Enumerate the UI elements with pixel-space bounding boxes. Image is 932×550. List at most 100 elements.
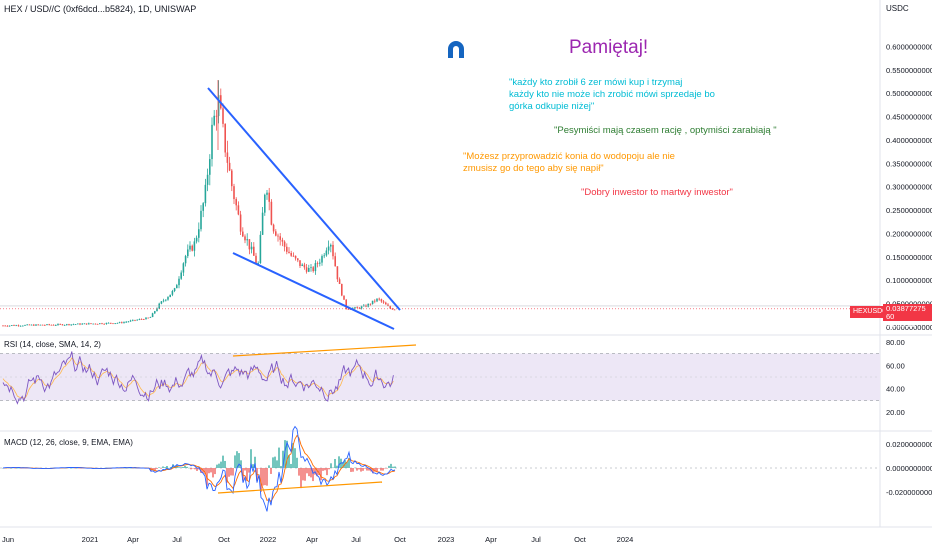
rsi-line [2, 351, 394, 405]
price-axis-tick: 0.4500000000 [886, 113, 932, 122]
macd-histogram-bar [264, 468, 266, 486]
candle-body [189, 245, 191, 250]
macd-histogram-bar [166, 466, 168, 468]
price-axis-tick: 0.6000000000 [886, 42, 932, 51]
time-axis-tick: 2021 [82, 535, 99, 544]
macd-histogram-bar [14, 468, 16, 469]
candle-body [88, 323, 90, 325]
macd-histogram-bar [360, 468, 362, 472]
price-axis-tick: 0.1000000000 [886, 276, 932, 285]
candle-body [28, 324, 31, 326]
candle-body [343, 295, 345, 300]
candle-body [132, 319, 134, 321]
macd-histogram-bar [258, 468, 260, 469]
macd-histogram-bar [198, 468, 200, 470]
candle-body [380, 299, 383, 302]
candle-body [138, 319, 141, 320]
candle-body [294, 255, 297, 259]
candle-body [48, 324, 50, 326]
candle-body [297, 258, 299, 261]
candle-body [224, 123, 226, 153]
macd-histogram-bar [374, 468, 376, 472]
candle-body [360, 306, 363, 309]
time-axis-tick: Jul [351, 535, 361, 544]
candle-body [288, 251, 290, 253]
candle-body [290, 252, 292, 256]
price-axis-tick: 0.1500000000 [886, 253, 932, 262]
current-price-tag: 0.03877275 60 13:19:56 [883, 304, 932, 329]
macd-histogram-bar [356, 468, 358, 471]
candle-body [323, 255, 325, 257]
macd-histogram-bar [326, 468, 328, 476]
candle-body [162, 300, 165, 302]
candle-body [147, 317, 149, 319]
macd-histogram-bar [192, 468, 194, 469]
candle-body [310, 267, 312, 269]
candle-body [226, 152, 229, 163]
macd-histogram-bar [160, 468, 162, 469]
candle-body [268, 192, 270, 202]
macd-histogram-bar [286, 440, 288, 468]
macd-histogram-bar [80, 468, 82, 469]
time-axis-tick: Jul [531, 535, 541, 544]
candle-body [305, 267, 308, 272]
macd-histogram-bar [390, 463, 392, 468]
candle-body [330, 244, 332, 247]
macd-histogram-bar [162, 466, 164, 468]
macd-histogram-bar [180, 467, 182, 468]
candle-body [103, 323, 105, 325]
macd-histogram-bar [158, 467, 160, 468]
candle-body [341, 284, 343, 296]
time-axis-tick: 2023 [438, 535, 455, 544]
candle-body [213, 115, 215, 125]
macd-axis-tick: -0.0200000000 [886, 488, 932, 497]
candle-body [33, 324, 35, 326]
candle-body [281, 239, 284, 242]
macd-axis-tick: 0.0200000000 [886, 440, 932, 449]
time-axis-tick: 2024 [617, 535, 634, 544]
macd-histogram-bar [240, 460, 242, 468]
macd-line [2, 425, 396, 512]
candle-body [336, 266, 339, 280]
macd-histogram-bar [254, 456, 256, 468]
candle-body [184, 256, 187, 264]
annotation-quote-1: "każdy kto zrobił 6 zer mówi kup i trzym… [509, 77, 715, 112]
time-axis-tick: Apr [127, 535, 139, 544]
macd-histogram-bar [126, 467, 128, 469]
macd-histogram-bar [170, 467, 172, 468]
time-axis-tick: Jun [2, 535, 14, 544]
candle-body [202, 203, 204, 211]
candle-body [15, 325, 17, 327]
candle-body [63, 324, 66, 326]
macd-histogram-bar [224, 460, 226, 468]
candle-body [160, 301, 163, 304]
annotation-title: Pamiętaj! [569, 37, 649, 58]
macd-histogram-bar [22, 468, 24, 469]
candle-body [114, 323, 116, 325]
macd-histogram-bar [238, 453, 240, 468]
candle-body [389, 306, 391, 309]
macd-histogram-bar [288, 455, 290, 468]
macd-histogram-bar [212, 468, 214, 478]
candle-body [387, 304, 389, 307]
candle-body [11, 325, 13, 326]
macd-histogram-bar [228, 468, 230, 477]
candle-body [286, 246, 288, 252]
macd-histogram-bar [234, 455, 236, 468]
macd-histogram-bar [74, 468, 76, 469]
macd-histogram-bar [368, 468, 370, 471]
macd-histogram-bar [332, 467, 334, 469]
candle-body [77, 323, 79, 325]
candle-body [50, 324, 53, 326]
macd-histogram-bar [226, 468, 228, 483]
macd-histogram-bar [168, 467, 170, 469]
candle-body [145, 317, 147, 320]
candle-body [279, 236, 281, 240]
candle-body [180, 272, 182, 279]
candle-body [66, 324, 68, 325]
macd-histogram-bar [334, 458, 336, 468]
macd-histogram-bar [248, 468, 250, 473]
candle-body [301, 264, 303, 266]
candle-body [35, 324, 37, 326]
